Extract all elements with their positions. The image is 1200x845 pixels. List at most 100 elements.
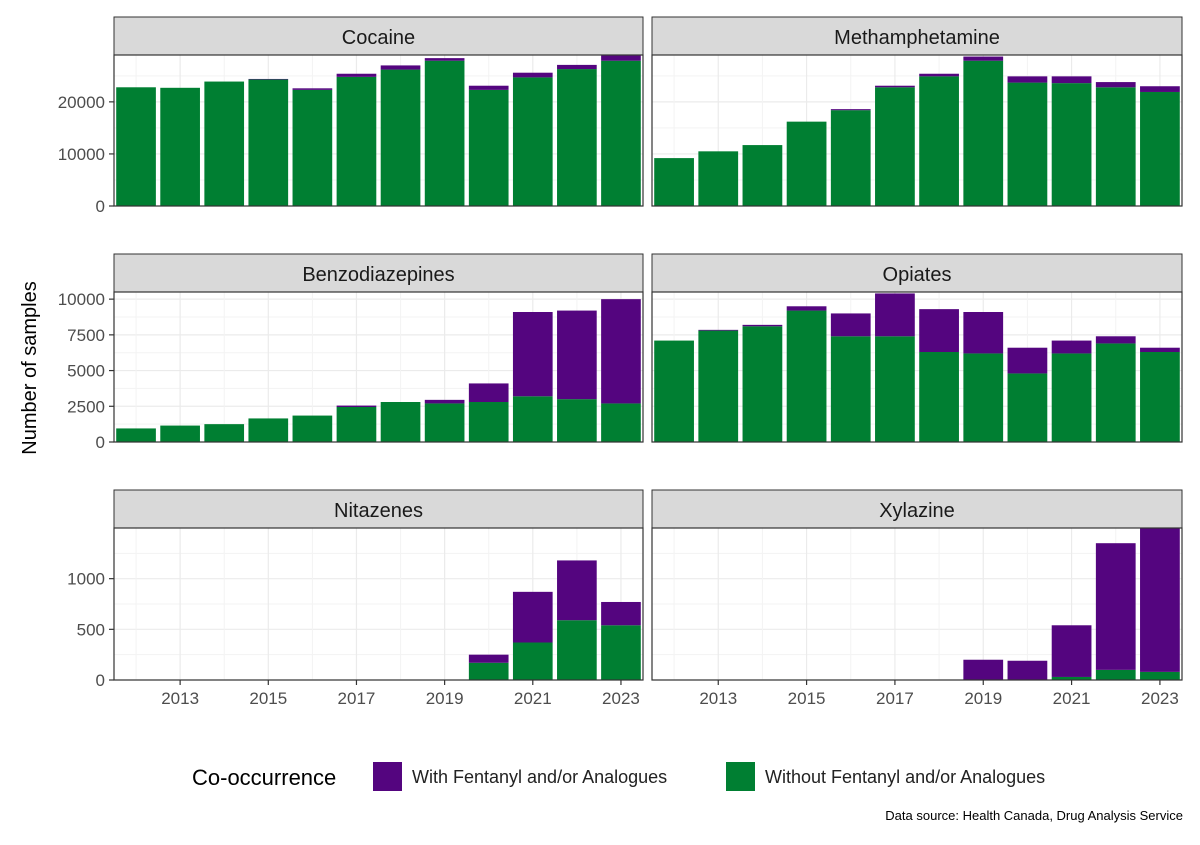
- bar-without-fentanyl-benzodiazepines-2014: [204, 424, 245, 442]
- bar-with-fentanyl-opiates-2018: [919, 309, 959, 352]
- bar-with-fentanyl-methamphetamine-2023: [1140, 86, 1180, 92]
- y-axis-label: Number of samples: [19, 281, 41, 454]
- strip-cocaine: [113, 16, 644, 56]
- bar-with-fentanyl-methamphetamine-2019: [963, 56, 1004, 61]
- panels-layer: Cocaine01000020000MethamphetamineBenzodi…: [58, 16, 1183, 708]
- bar-without-fentanyl-methamphetamine-2018: [919, 76, 959, 207]
- strip-xylazine: [651, 489, 1183, 529]
- bar-with-fentanyl-xylazine-2023: [1140, 528, 1180, 672]
- x-tick-label-xylazine: 2015: [788, 689, 826, 708]
- bar-with-fentanyl-xylazine-2020: [1007, 660, 1048, 680]
- x-tick-label-nitazenes: 2013: [161, 689, 199, 708]
- y-tick-label-nitazenes: 500: [77, 620, 105, 639]
- bar-with-fentanyl-opiates-2019: [963, 312, 1004, 354]
- bar-without-fentanyl-opiates-2012: [654, 340, 694, 442]
- bar-with-fentanyl-xylazine-2021: [1051, 625, 1092, 677]
- panel-border-xylazine: [651, 527, 1183, 681]
- bar-without-fentanyl-cocaine-2016: [292, 89, 333, 206]
- bar-with-fentanyl-nitazenes-2023: [601, 601, 641, 626]
- bar-without-fentanyl-xylazine-2021: [1051, 676, 1092, 680]
- panel-nitazenes: Nitazenes 0 500 1000 2013 2015 2017 2019 2021 202…: [67, 489, 644, 708]
- y-tick-label-benzodiazepines: 7500: [67, 326, 105, 345]
- x-tick-label-nitazenes: 2021: [514, 689, 552, 708]
- strip-nitazenes: [113, 489, 644, 529]
- bar-with-fentanyl-nitazenes-2020: [468, 654, 509, 663]
- panel-border-methamphetamine: [651, 54, 1183, 207]
- bar-with-fentanyl-methamphetamine-2018: [919, 73, 959, 77]
- strip-title-cocaine: Cocaine: [342, 27, 415, 49]
- bar-without-fentanyl-methamphetamine-2023: [1140, 91, 1180, 206]
- bar-without-fentanyl-methamphetamine-2020: [1007, 82, 1048, 206]
- bar-without-fentanyl-methamphetamine-2012: [654, 158, 694, 206]
- bar-with-fentanyl-opiates-2023: [1140, 347, 1180, 352]
- y-tick-label-benzodiazepines: 2500: [67, 397, 105, 416]
- bar-without-fentanyl-cocaine-2019: [424, 60, 465, 206]
- panel-border-nitazenes: [113, 527, 644, 681]
- bar-with-fentanyl-benzodiazepines-2021: [512, 312, 553, 397]
- bar-with-fentanyl-nitazenes-2022: [557, 560, 597, 621]
- panel-cocaine: Cocaine 0 10000 20000: [58, 16, 644, 216]
- bar-with-fentanyl-cocaine-2015: [248, 78, 289, 80]
- bar-with-fentanyl-cocaine-2022: [557, 64, 597, 70]
- bar-with-fentanyl-methamphetamine-2022: [1095, 82, 1136, 88]
- bar-with-fentanyl-opiates-2013: [698, 329, 739, 331]
- bar-with-fentanyl-xylazine-2019: [963, 659, 1004, 680]
- bar-without-fentanyl-methamphetamine-2013: [698, 151, 739, 206]
- y-tick-label-cocaine: 10000: [58, 145, 105, 164]
- bar-without-fentanyl-opiates-2017: [875, 336, 915, 442]
- bar-without-fentanyl-opiates-2020: [1007, 373, 1048, 442]
- bar-without-fentanyl-opiates-2016: [830, 336, 871, 442]
- bar-with-fentanyl-opiates-2017: [875, 293, 915, 337]
- panel-border-benzodiazepines: [113, 291, 644, 443]
- bar-with-fentanyl-benzodiazepines-2023: [601, 299, 641, 404]
- x-tick-label-nitazenes: 2019: [426, 689, 464, 708]
- bar-with-fentanyl-cocaine-2021: [512, 72, 553, 78]
- x-tick-label-xylazine: 2019: [964, 689, 1002, 708]
- bar-with-fentanyl-benzodiazepines-2017: [336, 405, 377, 407]
- panel-xylazine: Xylazine 2013 2015 2017 2019 2021 2023: [651, 489, 1183, 708]
- legend: Co-occurrence With Fentanyl and/or Analo…: [192, 762, 1045, 791]
- y-tick-label-benzodiazepines: 5000: [67, 362, 105, 381]
- bar-without-fentanyl-benzodiazepines-2019: [424, 403, 465, 442]
- bar-without-fentanyl-benzodiazepines-2012: [116, 428, 156, 442]
- bar-without-fentanyl-benzodiazepines-2023: [601, 403, 641, 442]
- bar-without-fentanyl-nitazenes-2021: [512, 642, 553, 680]
- y-tick-label-nitazenes: 1000: [67, 570, 105, 589]
- x-tick-label-xylazine: 2023: [1141, 689, 1179, 708]
- bar-without-fentanyl-methamphetamine-2015: [786, 121, 827, 206]
- bar-with-fentanyl-methamphetamine-2016: [830, 109, 871, 111]
- bar-without-fentanyl-opiates-2022: [1095, 343, 1136, 442]
- bar-with-fentanyl-opiates-2020: [1007, 347, 1048, 374]
- bar-without-fentanyl-opiates-2023: [1140, 352, 1180, 442]
- bar-without-fentanyl-nitazenes-2022: [557, 620, 597, 680]
- bar-without-fentanyl-benzodiazepines-2020: [468, 402, 509, 442]
- bar-without-fentanyl-methamphetamine-2021: [1051, 83, 1092, 206]
- bar-with-fentanyl-nitazenes-2021: [512, 591, 553, 643]
- bar-without-fentanyl-opiates-2019: [963, 353, 1004, 442]
- bar-without-fentanyl-methamphetamine-2016: [830, 110, 871, 206]
- y-tick-label-nitazenes: 0: [96, 671, 105, 690]
- bar-without-fentanyl-nitazenes-2020: [468, 662, 509, 680]
- bar-with-fentanyl-benzodiazepines-2019: [424, 399, 465, 404]
- y-tick-label-benzodiazepines: 10000: [58, 290, 105, 309]
- bar-with-fentanyl-opiates-2015: [786, 306, 827, 311]
- bar-without-fentanyl-benzodiazepines-2018: [380, 402, 421, 442]
- bar-with-fentanyl-xylazine-2022: [1095, 543, 1136, 670]
- panel-border-opiates: [651, 291, 1183, 443]
- bar-without-fentanyl-opiates-2015: [786, 310, 827, 442]
- legend-swatch-with-fentanyl: [373, 762, 402, 791]
- bar-without-fentanyl-nitazenes-2023: [601, 625, 641, 680]
- panel-opiates: Opiates: [651, 253, 1183, 443]
- x-tick-label-xylazine: 2013: [699, 689, 737, 708]
- legend-title: Co-occurrence: [192, 765, 336, 790]
- x-tick-label-nitazenes: 2015: [249, 689, 287, 708]
- bar-with-fentanyl-opiates-2022: [1095, 336, 1136, 344]
- bar-with-fentanyl-methamphetamine-2017: [875, 85, 915, 88]
- strip-title-benzodiazepines: Benzodiazepines: [302, 264, 454, 286]
- bar-without-fentanyl-benzodiazepines-2017: [336, 407, 377, 442]
- bar-without-fentanyl-cocaine-2012: [116, 87, 156, 206]
- strip-benzodiazepines: [113, 253, 644, 293]
- bar-without-fentanyl-cocaine-2022: [557, 69, 597, 206]
- panel-border-cocaine: [113, 54, 644, 207]
